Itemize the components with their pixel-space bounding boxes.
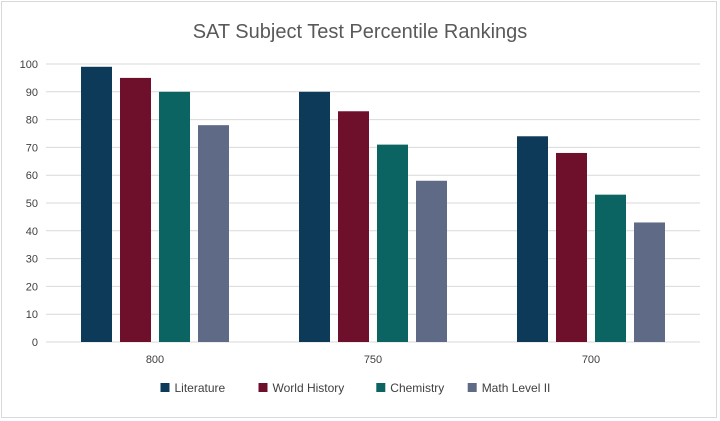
y-tick-label: 70	[26, 142, 38, 154]
chart-title: SAT Subject Test Percentile Rankings	[193, 21, 528, 43]
y-tick-label: 90	[26, 87, 38, 99]
bar-math-level-ii-750: Math Level II (750): 58	[416, 180, 447, 342]
x-tick-label: 700	[582, 354, 600, 366]
x-tick-label: 800	[146, 354, 164, 366]
bar-literature-750: Literature (750): 90	[299, 91, 330, 342]
y-axis-ticks: 0 10 20 30 40 50 60 70 80 90 100	[20, 59, 38, 349]
y-tick-label: 60	[26, 170, 38, 182]
y-tick-label: 80	[26, 115, 38, 127]
bar-math-level-ii-700: Math Level II (700): 43	[634, 222, 665, 342]
legend-swatch-literature	[160, 383, 170, 392]
y-tick-label: 10	[26, 309, 38, 321]
legend: Literature World History Chemistry Math Lev…	[160, 381, 551, 395]
bar-world-history-800: World History (800): 95	[120, 77, 151, 343]
y-tick-label: 20	[26, 281, 38, 293]
legend-label: Math Level II	[482, 381, 551, 395]
bar-chemistry-750: Chemistry (750): 71	[377, 144, 408, 342]
legend-label: Chemistry	[390, 381, 444, 395]
bar-literature-800: Literature (800): 99	[81, 66, 112, 342]
x-tick-label: 750	[364, 354, 382, 366]
legend-label: World History	[273, 381, 345, 395]
bar-world-history-750: World History (750): 83	[338, 111, 369, 342]
bar-world-history-700: World History (700): 68	[556, 152, 587, 342]
legend-label: Literature	[175, 381, 226, 395]
y-tick-label: 40	[26, 226, 38, 238]
bar-chemistry-800: Chemistry (800): 90	[159, 91, 190, 342]
legend-swatch-chemistry	[376, 383, 386, 392]
bar-literature-700: Literature (700): 74	[517, 136, 548, 342]
bars: Literature (800): 99 World History (800):…	[81, 66, 665, 343]
gridlines	[46, 63, 700, 343]
legend-swatch-world-history	[258, 383, 268, 392]
y-tick-label: 50	[26, 198, 38, 210]
legend-swatch-math-level-ii	[467, 383, 477, 392]
x-axis-ticks: 800 750 700	[146, 354, 600, 366]
y-tick-label: 30	[26, 254, 38, 266]
bar-chemistry-700: Chemistry (700): 53	[595, 194, 626, 342]
y-tick-label: 100	[20, 59, 38, 71]
y-tick-label: 0	[32, 337, 38, 349]
bar-math-level-ii-800: Math Level II (800): 78	[198, 125, 229, 342]
